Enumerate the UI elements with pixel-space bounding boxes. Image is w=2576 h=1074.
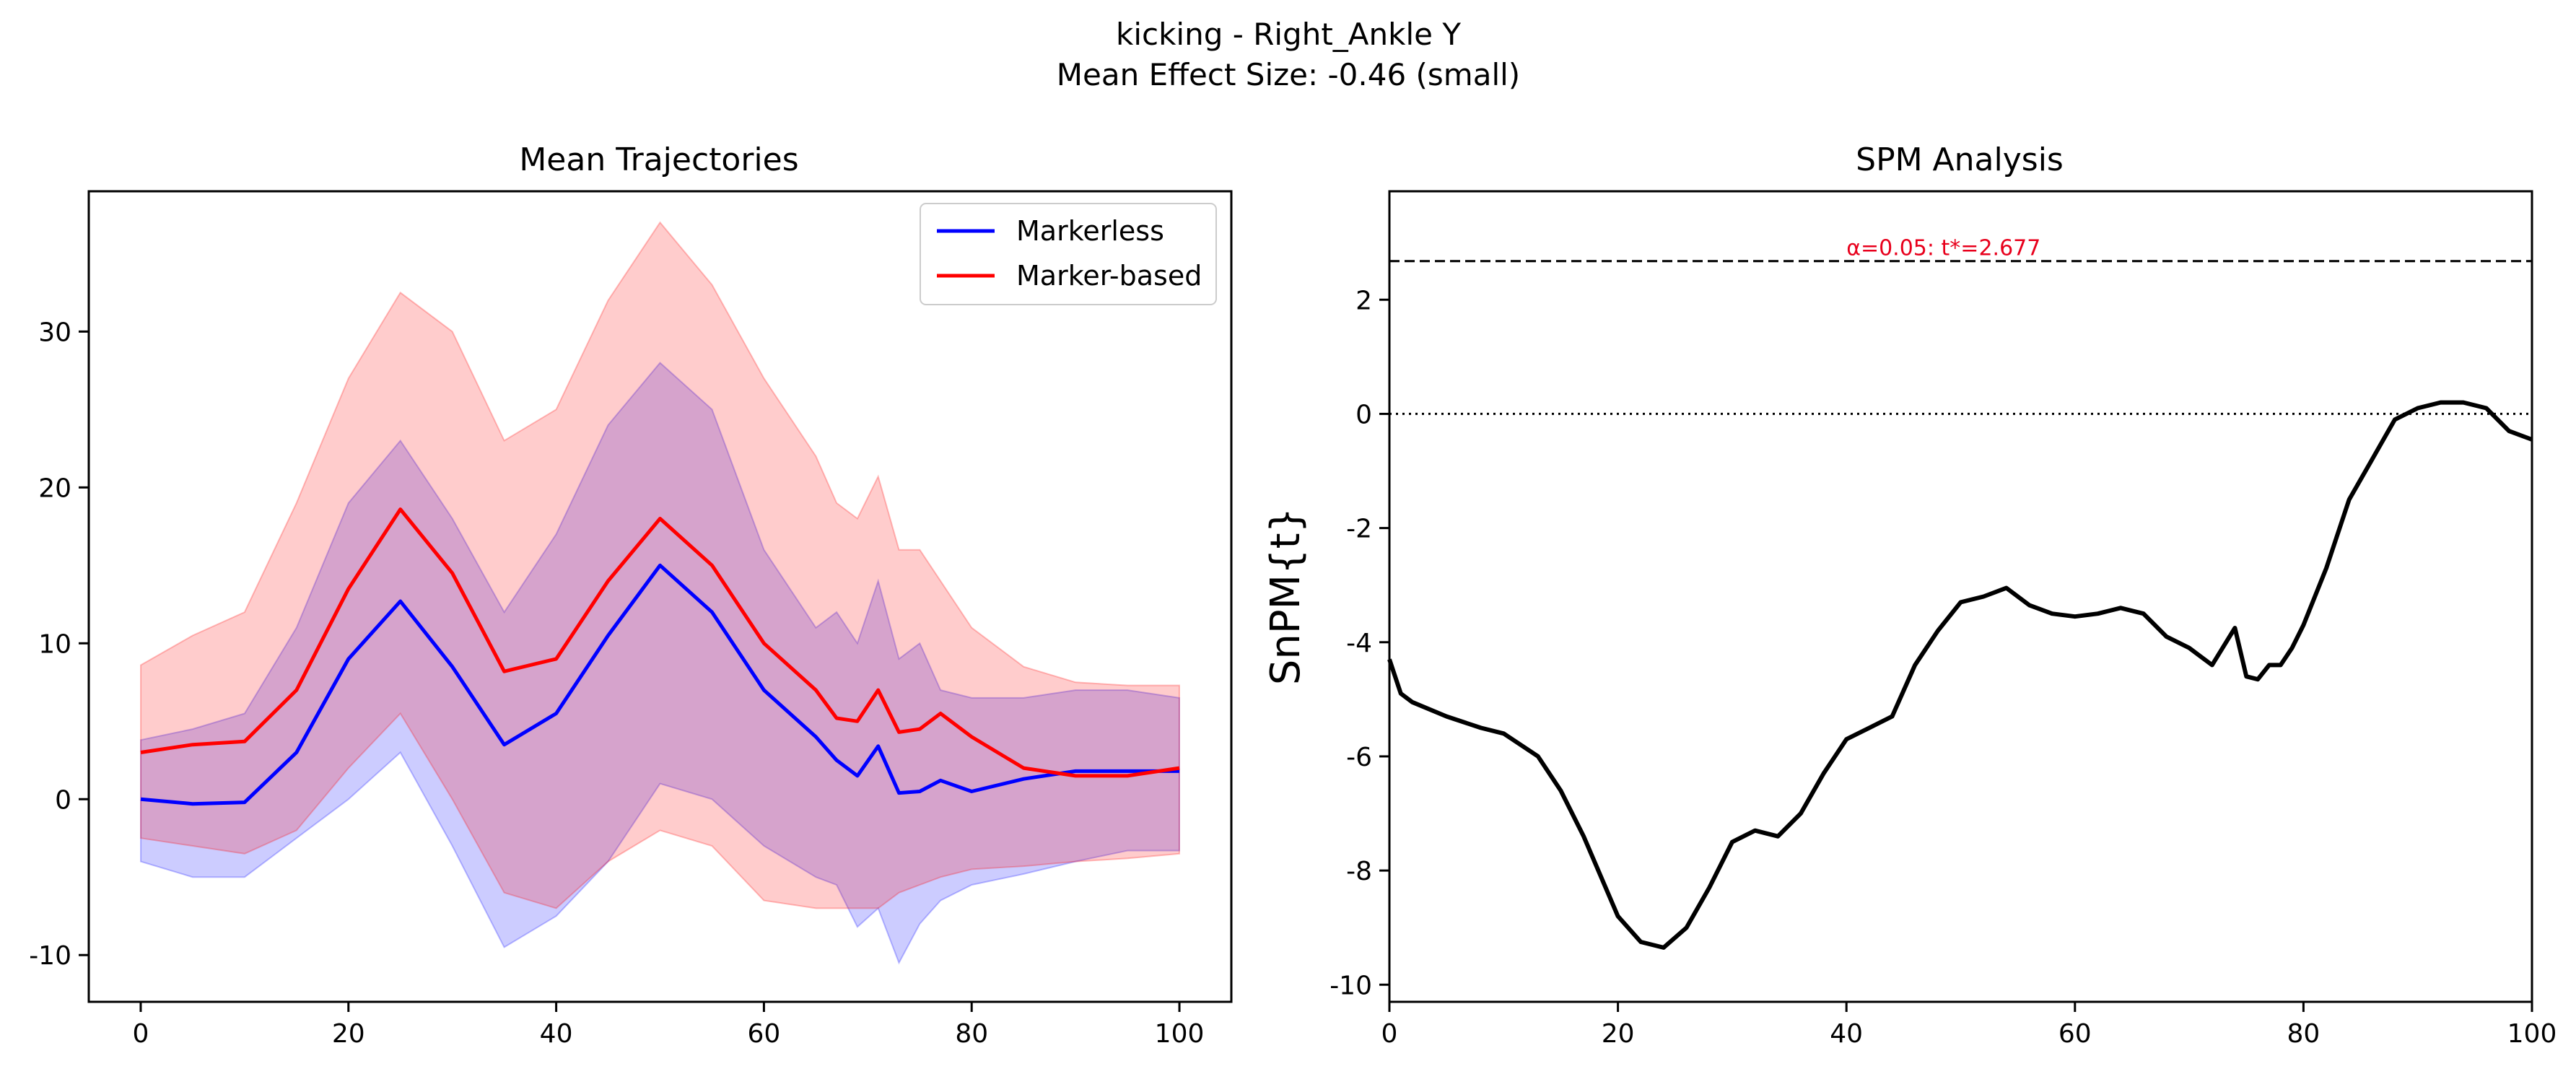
right-ytick-label-1: -8 xyxy=(1346,857,1372,886)
right-ytick-label-6: 2 xyxy=(1355,286,1372,315)
right-xtick-label-2: 40 xyxy=(1830,1019,1863,1049)
right-xtick-label-0: 0 xyxy=(1381,1019,1398,1049)
left-ytick-label-0: -10 xyxy=(29,941,71,971)
legend-label-marker-based: Marker-based xyxy=(1016,260,1202,292)
legend-box xyxy=(920,203,1217,305)
figure-title-line1: kicking - Right_Ankle Y xyxy=(1116,17,1461,52)
left-xtick-label-0: 0 xyxy=(133,1019,149,1049)
mean-trajectories-panel: Mean Trajectories 0 20 40 60 80 100 -10 0 10 20 3… xyxy=(29,141,1233,1049)
figure-title-line2: Mean Effect Size: -0.46 (small) xyxy=(1057,57,1520,92)
left-axes-frame xyxy=(87,190,1233,1003)
right-ytick-label-4: -2 xyxy=(1346,515,1372,544)
left-xtick-label-2: 40 xyxy=(540,1019,573,1049)
spm-y-axis-label: SnPM{t} xyxy=(1262,507,1309,685)
spm-curve xyxy=(1387,400,2533,950)
right-ytick-label-5: 0 xyxy=(1355,400,1372,429)
left-x-ticks: 0 20 40 60 80 100 xyxy=(133,1002,1205,1049)
mean-lines xyxy=(140,507,1180,806)
spm-analysis-title: SPM Analysis xyxy=(1856,141,2064,178)
reference-lines xyxy=(1389,260,2532,415)
legend: Markerless Marker-based xyxy=(920,203,1217,305)
left-ytick-label-1: 0 xyxy=(55,785,71,815)
left-xtick-label-1: 20 xyxy=(332,1019,365,1049)
right-axes-frame xyxy=(1388,190,2533,1003)
right-xtick-label-4: 80 xyxy=(2287,1019,2320,1049)
right-ytick-label-3: -4 xyxy=(1346,629,1372,658)
right-ytick-label-2: -6 xyxy=(1346,743,1372,772)
left-ytick-label-4: 30 xyxy=(38,318,71,347)
left-xtick-label-5: 100 xyxy=(1155,1019,1205,1049)
spm-analysis-panel: SPM Analysis SnPM{t} 0 20 40 60 80 100 -10-8-… xyxy=(1262,141,2557,1049)
left-ytick-label-2: 10 xyxy=(38,629,71,659)
right-xtick-label-1: 20 xyxy=(1602,1019,1635,1049)
confidence-bands xyxy=(140,221,1180,965)
right-xtick-label-5: 100 xyxy=(2507,1019,2557,1049)
markerless-mean-line xyxy=(140,563,1179,806)
left-xtick-label-3: 60 xyxy=(748,1019,781,1049)
markerless-band xyxy=(140,362,1180,965)
right-y-ticks: -10 -8 -6 -4 -2 0 2 xyxy=(1330,286,1389,1000)
marker-based-mean-line xyxy=(140,507,1180,778)
left-xtick-label-4: 80 xyxy=(955,1019,988,1049)
mean-trajectories-title: Mean Trajectories xyxy=(519,141,798,178)
legend-label-markerless: Markerless xyxy=(1016,215,1164,247)
threshold-annotation: α=0.05: t*=2.677 xyxy=(1846,236,2040,261)
right-ytick-label-0: -10 xyxy=(1330,971,1372,1000)
right-x-ticks: 0 20 40 60 80 100 xyxy=(1381,1002,2557,1049)
right-xtick-label-3: 60 xyxy=(2058,1019,2092,1049)
left-y-ticks: -10 0 10 20 30 xyxy=(29,318,89,971)
spm-t-curve xyxy=(1387,400,2533,950)
left-ytick-label-3: 20 xyxy=(38,473,71,503)
